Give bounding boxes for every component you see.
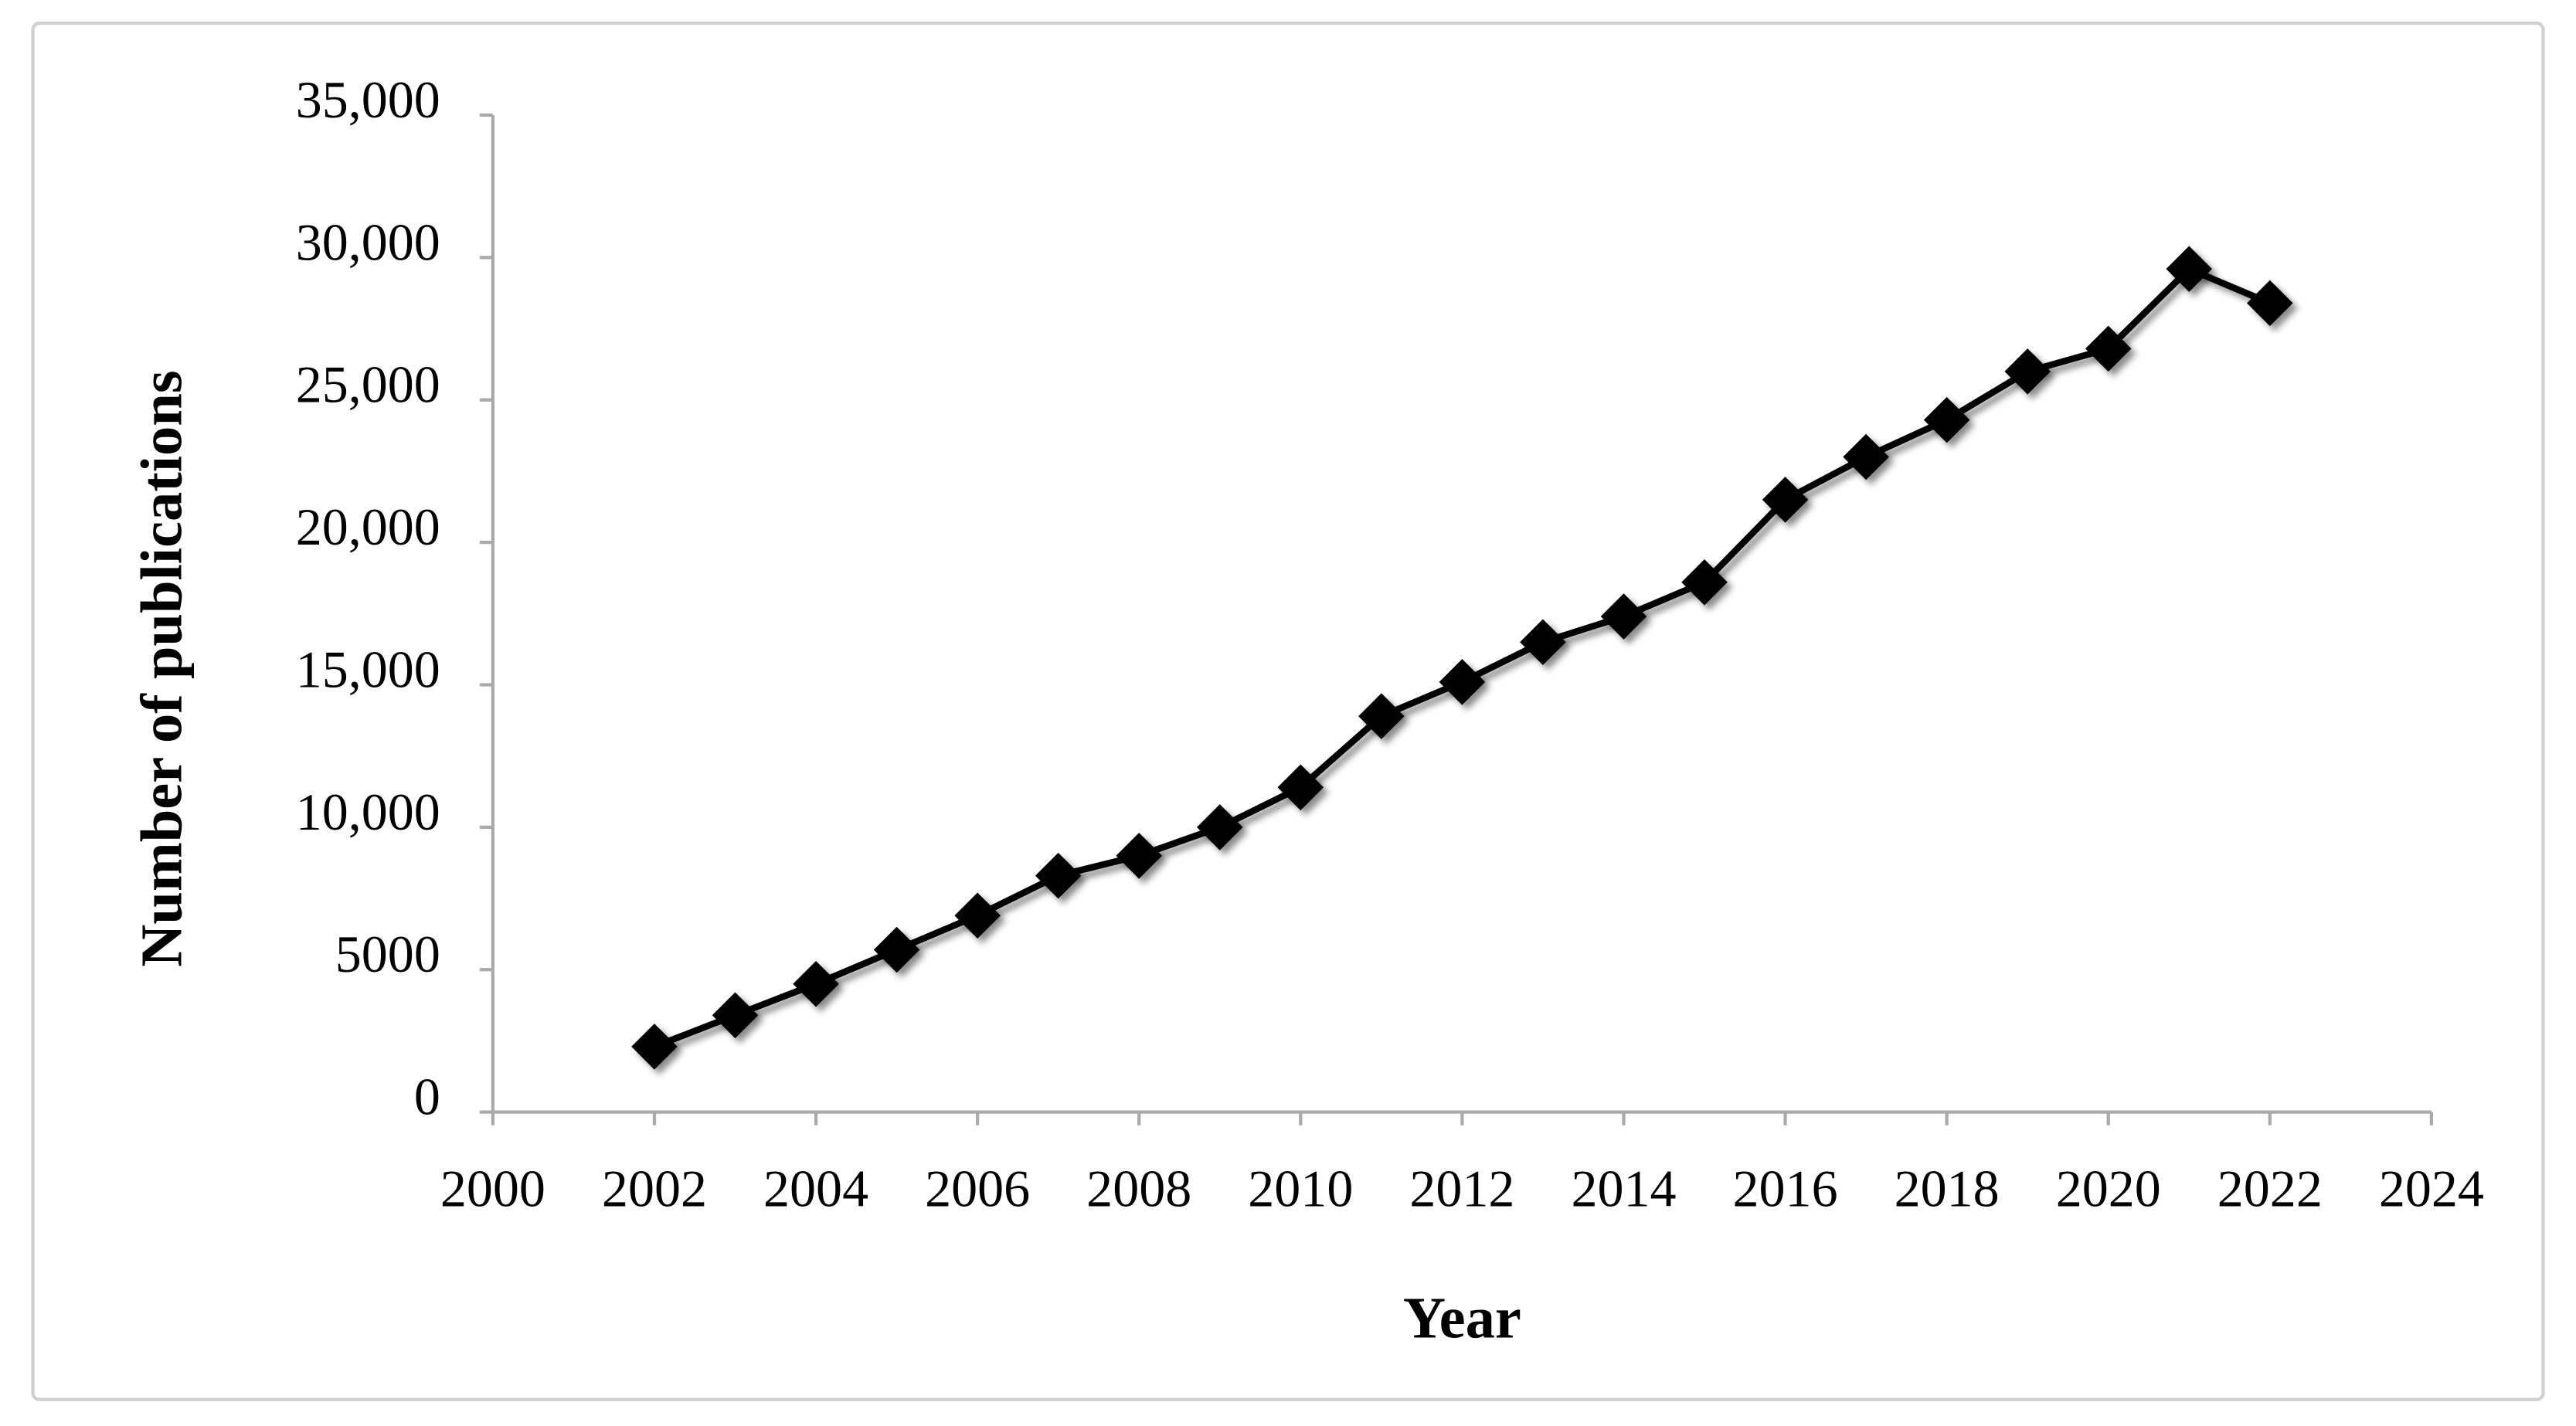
data-point (1843, 433, 1889, 480)
y-tick-label: 20,000 (296, 497, 440, 556)
data-point (1762, 477, 1809, 523)
data-point (631, 1024, 678, 1070)
data-point (1600, 593, 1647, 640)
y-tick-label: 0 (414, 1068, 440, 1126)
x-tick-label: 2004 (763, 1159, 868, 1218)
data-point (1923, 396, 1970, 443)
data-point (793, 960, 839, 1007)
data-point (873, 926, 920, 973)
x-tick-label: 2014 (1571, 1159, 1676, 1218)
y-tick-label: 10,000 (296, 783, 440, 841)
x-tick-label: 2022 (2217, 1159, 2323, 1218)
x-tick-label: 2010 (1248, 1159, 1353, 1218)
y-tick-label: 35,000 (296, 70, 440, 129)
x-tick-label: 2006 (925, 1159, 1030, 1218)
data-point (1520, 619, 1566, 666)
frame (31, 21, 2545, 1401)
x-tick-label: 2012 (1409, 1159, 1514, 1218)
data-point (954, 892, 1001, 939)
data-point (2085, 325, 2132, 372)
data-point (1277, 764, 1324, 811)
x-tick-label: 2016 (1733, 1159, 1838, 1218)
x-axis-title: Year (1403, 1285, 1521, 1351)
x-tick-label: 2000 (440, 1159, 545, 1218)
data-point (712, 992, 759, 1039)
x-tick-label: 2008 (1086, 1159, 1191, 1218)
y-tick-label: 30,000 (296, 212, 440, 271)
x-tick-label: 2024 (2379, 1159, 2484, 1218)
x-tick-label: 2018 (1895, 1159, 2000, 1218)
y-tick-label: 15,000 (296, 640, 440, 698)
y-axis-title: Number of publications (128, 370, 194, 967)
y-tick-label: 25,000 (296, 355, 440, 414)
y-tick-label: 5000 (335, 925, 440, 983)
data-point (2004, 348, 2051, 395)
data-point (1035, 852, 1082, 899)
data-point (1439, 659, 1486, 705)
data-point (1196, 804, 1243, 851)
x-tick-label: 2002 (602, 1159, 707, 1218)
data-point (1116, 833, 1162, 879)
data-point (2247, 280, 2293, 327)
x-tick-label: 2020 (2056, 1159, 2161, 1218)
